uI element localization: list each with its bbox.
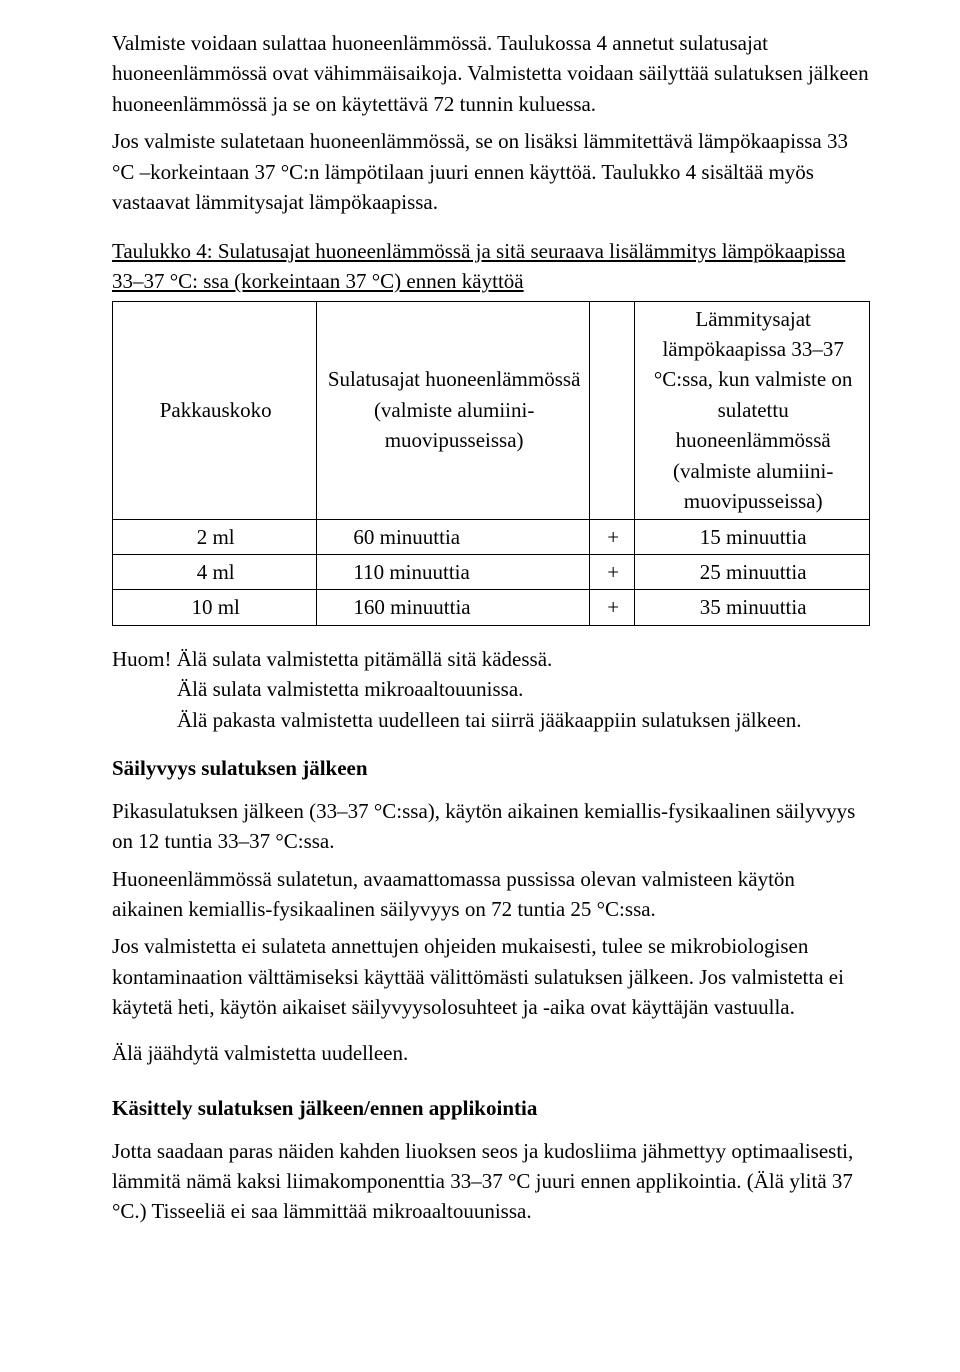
handling-heading: Käsittely sulatuksen jälkeen/ennen appli… [112, 1093, 870, 1123]
note-line-1: Huom! Älä sulata valmistetta pitämällä s… [112, 644, 870, 674]
handling-paragraph-1: Jotta saadaan paras näiden kahden liuoks… [112, 1136, 870, 1227]
note-block: Huom! Älä sulata valmistetta pitämällä s… [112, 644, 870, 735]
table4-header-heat: Lämmitysajat lämpökaapissa 33–37 °C:ssa,… [635, 301, 870, 519]
table4-header-melt: Sulatusajat huoneenlämmössä (valmiste al… [317, 301, 590, 519]
storage-paragraph-2: Huoneenlämmössä sulatetun, avaamattomass… [112, 864, 870, 925]
table4-caption: Taulukko 4: Sulatusajat huoneenlämmössä … [112, 236, 870, 297]
storage-paragraph-3: Jos valmistetta ei sulateta annettujen o… [112, 931, 870, 1022]
storage-heading: Säilyvyys sulatuksen jälkeen [112, 753, 870, 783]
table4-header-pack: Pakkauskoko [113, 301, 317, 519]
cell-heat: 25 minuuttia [635, 555, 870, 590]
intro-paragraph-2: Jos valmiste sulatetaan huoneenlämmössä,… [112, 126, 870, 217]
table4: Pakkauskoko Sulatusajat huoneenlämmössä … [112, 301, 870, 626]
table-row: 10 ml 160 minuuttia + 35 minuuttia [113, 590, 870, 625]
cell-plus: + [589, 519, 634, 554]
table-row: 4 ml 110 minuuttia + 25 minuuttia [113, 555, 870, 590]
cell-heat: 15 minuuttia [635, 519, 870, 554]
cell-plus: + [589, 590, 634, 625]
cell-melt: 160 minuuttia [317, 590, 590, 625]
cell-melt: 110 minuuttia [317, 555, 590, 590]
cell-melt: 60 minuuttia [317, 519, 590, 554]
cell-plus: + [589, 555, 634, 590]
table4-header-plus [589, 301, 634, 519]
note-line-2: Älä sulata valmistetta mikroaaltouunissa… [112, 674, 870, 704]
table-row: 2 ml 60 minuuttia + 15 minuuttia [113, 519, 870, 554]
cell-pack: 4 ml [113, 555, 317, 590]
intro-paragraph-1: Valmiste voidaan sulattaa huoneenlämmöss… [112, 28, 870, 119]
storage-paragraph-1: Pikasulatuksen jälkeen (33–37 °C:ssa), k… [112, 796, 870, 857]
cell-heat: 35 minuuttia [635, 590, 870, 625]
storage-paragraph-4: Älä jäähdytä valmistetta uudelleen. [112, 1038, 870, 1068]
cell-pack: 10 ml [113, 590, 317, 625]
table4-header-row: Pakkauskoko Sulatusajat huoneenlämmössä … [113, 301, 870, 519]
note-line-3: Älä pakasta valmistetta uudelleen tai si… [112, 705, 870, 735]
cell-pack: 2 ml [113, 519, 317, 554]
